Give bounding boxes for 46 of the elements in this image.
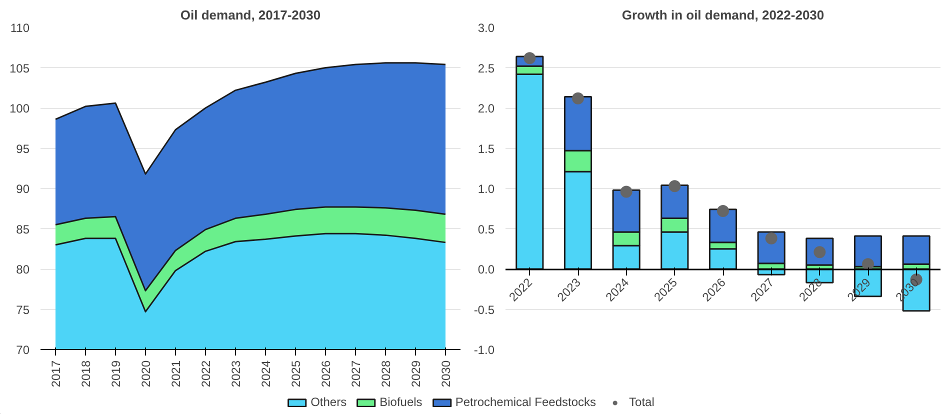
- y-tick-label: 95: [16, 142, 30, 156]
- x-tick-label: 2024: [259, 360, 273, 388]
- x-tick-label: 2020: [139, 360, 153, 388]
- y-tick-label: 2.5: [478, 61, 495, 76]
- point: [862, 258, 874, 270]
- y-tick-label: 1.0: [478, 182, 495, 196]
- y-tick-label: -1.0: [474, 343, 495, 357]
- legend-label: Total: [629, 395, 654, 409]
- y-tick-label: 110: [10, 21, 30, 35]
- legend-label: Petrochemical Feedstocks: [455, 395, 596, 409]
- y-tick-label: 75: [16, 302, 30, 317]
- point: [668, 180, 681, 192]
- y-tick-label: 3.0: [478, 21, 495, 35]
- y-tick-label: 105: [9, 61, 30, 76]
- y-tick-label: 90: [16, 182, 30, 196]
- y-tick-label: 0.5: [478, 222, 495, 236]
- x-tick-label: 2021: [169, 360, 183, 388]
- x-tick-label: 2019: [109, 360, 123, 388]
- x-tick-label: 2028: [379, 360, 393, 388]
- point: [572, 92, 584, 104]
- x-tick-label: 2029: [409, 360, 423, 388]
- point: [765, 232, 778, 244]
- x-tick-label: 2030: [439, 360, 453, 388]
- legend-label: Others: [310, 395, 347, 409]
- x-tick-label: 2023: [229, 360, 243, 388]
- point: [620, 186, 632, 198]
- x-tick-label: 2018: [79, 360, 93, 388]
- chart-title: Growth in oil demand, 2022-2030: [622, 8, 824, 22]
- y-tick-label: 1.5: [478, 142, 495, 156]
- point: [524, 52, 536, 64]
- chart-title: Oil demand, 2017-2030: [180, 8, 321, 22]
- y-tick-label: 2.0: [478, 102, 495, 116]
- y-tick-label: -0.5: [474, 302, 495, 317]
- x-tick-label: 2022: [199, 360, 213, 388]
- x-tick-label: 2017: [49, 360, 63, 388]
- x-tick-label: 2026: [319, 360, 333, 388]
- y-tick-label: 100: [9, 102, 30, 116]
- y-tick-label: 85: [16, 222, 30, 236]
- y-tick-label: 80: [16, 262, 30, 276]
- y-tick-label: 0.0: [478, 262, 495, 276]
- x-tick-label: 2027: [349, 360, 363, 388]
- x-tick-label: 2025: [289, 360, 303, 388]
- legend-label: Biofuels: [380, 395, 422, 409]
- point: [717, 205, 729, 218]
- y-tick-label: 70: [16, 343, 30, 357]
- bar: [902, 235, 930, 265]
